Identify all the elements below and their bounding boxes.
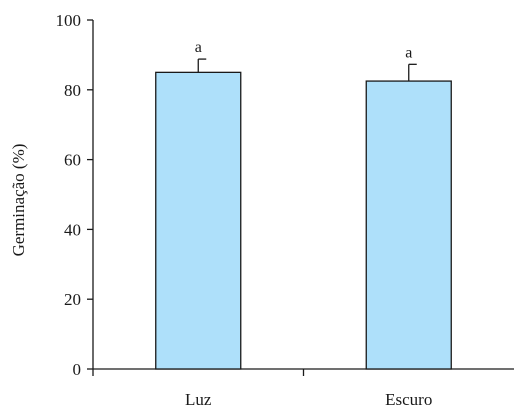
bar-1 [365, 80, 452, 370]
y-tick-label-1: 20 [64, 290, 81, 309]
data-label-0: a [195, 39, 202, 56]
y-tick-label-3: 60 [64, 151, 81, 170]
y-axis-title: Germinação (%) [9, 144, 28, 257]
y-tick-label-5: 100 [56, 11, 82, 30]
y-tick-label-0: 0 [73, 360, 82, 379]
data-label-1: a [405, 44, 412, 61]
y-tick-label-2: 40 [64, 220, 81, 239]
x-tick-label-0: Luz [185, 390, 212, 407]
y-tick-label-4: 80 [64, 81, 81, 100]
bar-0 [155, 71, 242, 370]
x-tick-label-1: Escuro [385, 390, 432, 407]
